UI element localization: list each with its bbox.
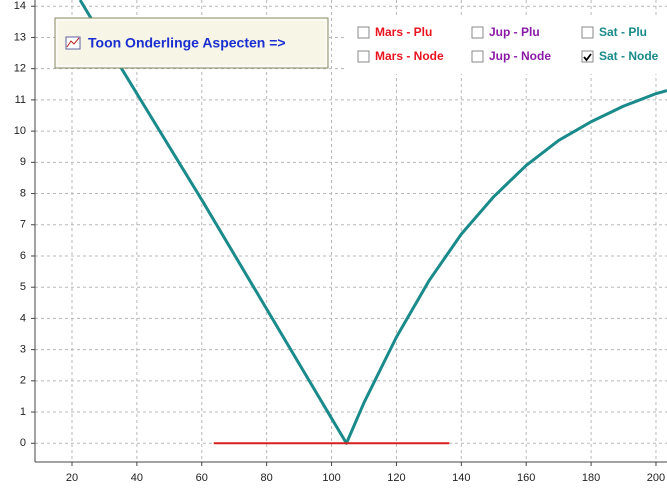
y-tick-label: 0: [20, 437, 26, 449]
y-tick-label: 7: [20, 219, 26, 231]
y-tick-label: 8: [20, 187, 26, 199]
checkbox-label: Jup - Plu: [489, 25, 540, 39]
y-tick-label: 14: [14, 0, 26, 12]
checkbox[interactable]: Jup - Plu: [471, 25, 540, 39]
checkbox-box: [471, 26, 484, 39]
x-tick-label: 100: [322, 472, 340, 484]
toon-button[interactable]: Toon Onderlinge Aspecten =>: [54, 17, 329, 69]
x-tick-label: 120: [387, 472, 405, 484]
checkbox-box: [471, 50, 484, 63]
y-tick-label: 11: [15, 94, 26, 106]
checkbox[interactable]: Sat - Plu: [581, 25, 647, 39]
series-line: [78, 0, 667, 445]
checkbox-label: Mars - Node: [375, 49, 444, 63]
y-tick-label: 1: [20, 406, 26, 418]
y-tick-label: 10: [14, 125, 26, 137]
button-bevel: [56, 19, 327, 67]
checkbox-label: Jup - Node: [489, 49, 551, 63]
y-tick-label: 9: [20, 156, 26, 168]
x-tick-label: 80: [261, 472, 273, 484]
checkbox-box: [357, 50, 370, 63]
checkbox-panel: [345, 18, 667, 74]
y-tick-label: 5: [20, 281, 26, 293]
checkbox[interactable]: Mars - Node: [357, 49, 444, 63]
button-icon-line: [66, 37, 80, 48]
checkbox-check: [583, 53, 592, 62]
checkbox-box: [581, 26, 594, 39]
y-tick-label: 3: [20, 344, 26, 356]
checkbox[interactable]: Sat - Node: [581, 49, 659, 63]
checkbox-label: Sat - Plu: [599, 25, 647, 39]
checkbox-box: [581, 50, 594, 63]
x-tick-label: 180: [582, 472, 600, 484]
x-tick-label: 60: [196, 472, 208, 484]
button-label: Toon Onderlinge Aspecten =>: [88, 35, 286, 51]
x-tick-label: 160: [517, 472, 535, 484]
y-tick-label: 13: [14, 31, 26, 43]
x-tick-label: 200: [647, 472, 665, 484]
y-tick-label: 2: [20, 375, 26, 387]
x-tick-label: 40: [131, 472, 143, 484]
checkbox-label: Sat - Node: [599, 49, 659, 63]
x-tick-label: 20: [66, 472, 78, 484]
checkbox-box: [357, 26, 370, 39]
checkbox-label: Mars - Plu: [375, 25, 432, 39]
y-tick-label: 12: [14, 63, 26, 75]
button-frame: [54, 17, 329, 69]
y-tick-label: 4: [20, 312, 26, 324]
x-tick-label: 140: [452, 472, 470, 484]
y-tick-label: 6: [20, 250, 26, 262]
checkbox[interactable]: Jup - Node: [471, 49, 551, 63]
checkbox[interactable]: Mars - Plu: [357, 25, 432, 39]
